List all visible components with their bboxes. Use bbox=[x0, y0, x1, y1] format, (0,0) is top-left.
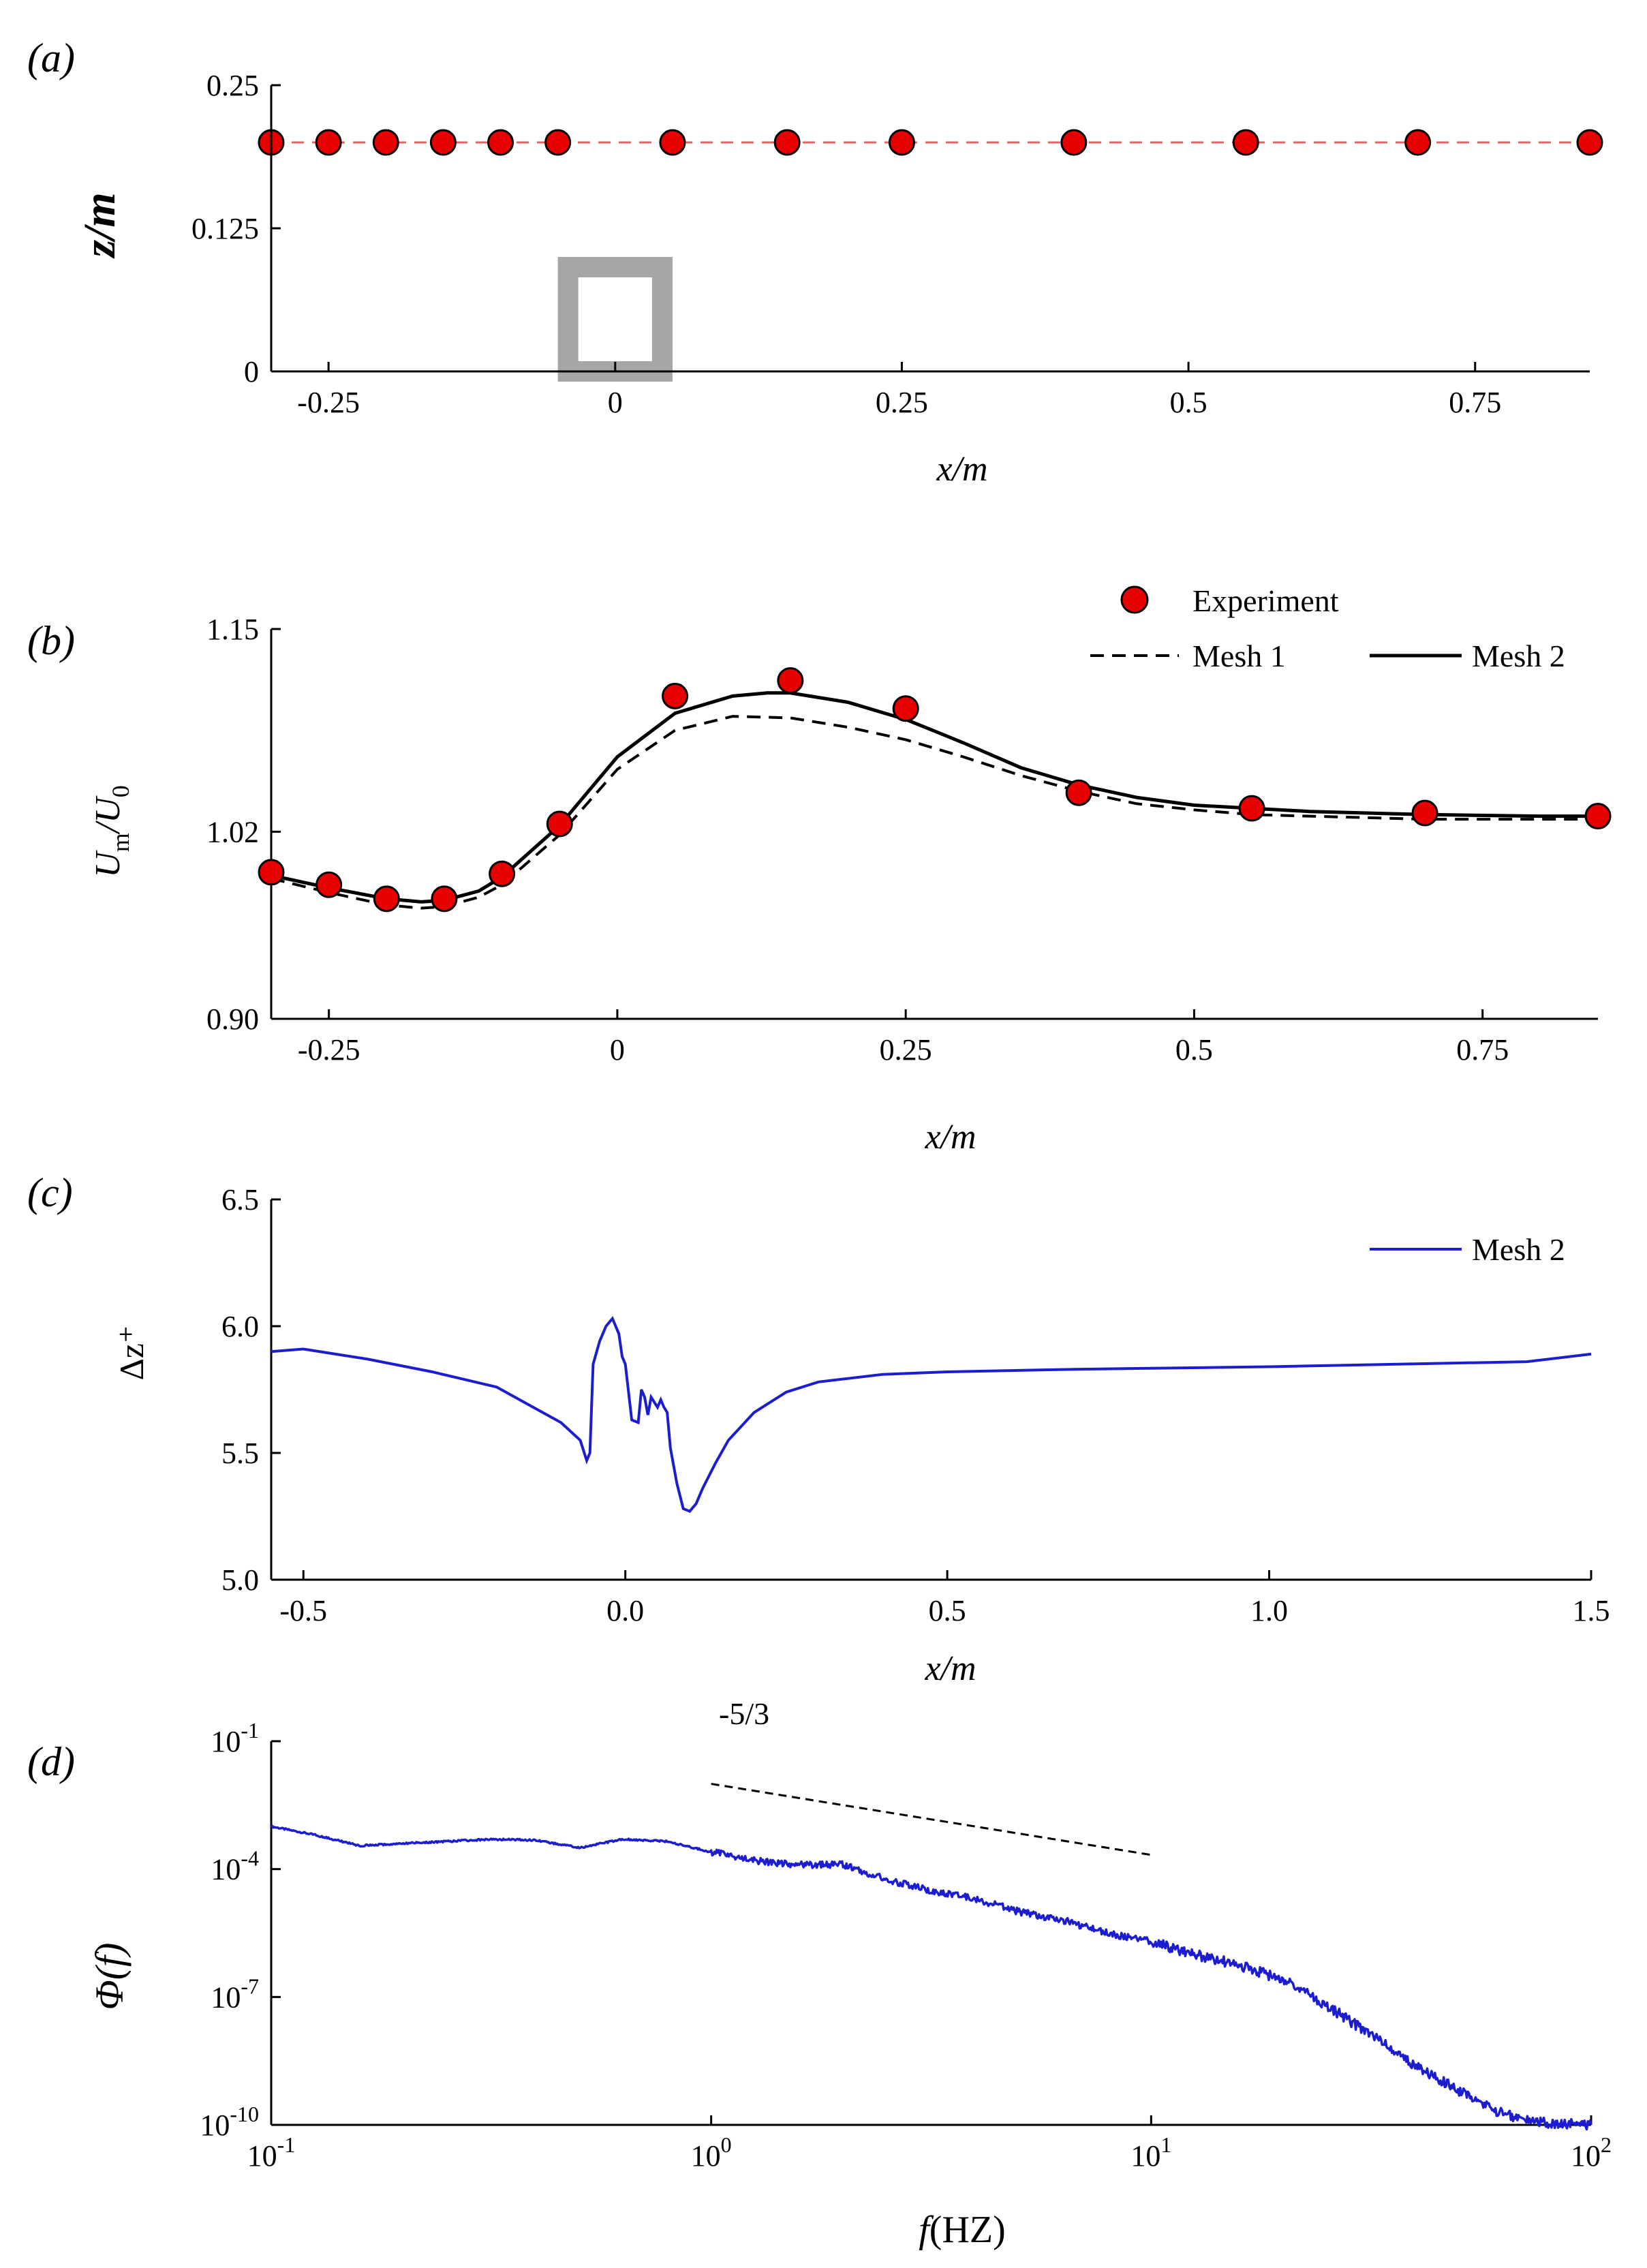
experiment-point bbox=[662, 682, 689, 709]
experiment-points bbox=[258, 667, 1612, 913]
d-ytick-label: 10-4 bbox=[211, 1846, 259, 1886]
experiment-point bbox=[315, 871, 343, 898]
panel-b-chart: -0.25 0 0.25 0.5 0.75 0.90 1.02 1.15 Experiment… bbox=[89, 583, 1612, 1156]
panel-c-xlabel: x/m bbox=[924, 1649, 976, 1688]
probe-point bbox=[1232, 129, 1259, 156]
d-ytick-label: 10-7 bbox=[211, 1974, 259, 2014]
experiment-point bbox=[546, 810, 573, 838]
d-ytick-label: 10-1 bbox=[211, 1718, 259, 1758]
experiment-point bbox=[892, 695, 919, 722]
panel-d-xlabel: f(HZ) bbox=[919, 2209, 1006, 2251]
c-xtick-label: 0.5 bbox=[929, 1594, 966, 1627]
probe-point bbox=[773, 129, 801, 156]
experiment-point bbox=[1584, 803, 1612, 830]
panel-c-axes: -0.5 0.0 0.5 1.0 1.5 5.0 5.5 6.0 6.5 bbox=[221, 1183, 1610, 1627]
experiment-point bbox=[1065, 779, 1092, 806]
probe-point bbox=[1576, 129, 1603, 156]
b-xtick-label: 0 bbox=[610, 1033, 625, 1067]
a-xtick-label: 0.25 bbox=[876, 386, 928, 419]
experiment-point bbox=[258, 859, 285, 886]
panel-c-chart: -0.5 0.0 0.5 1.0 1.55.05.56.06.5 Mesh 2 x/m … bbox=[112, 1183, 1610, 1688]
experiment-point bbox=[1411, 799, 1438, 827]
a-xtick-label: 0.5 bbox=[1170, 386, 1207, 419]
panel-c-tag: (c) bbox=[27, 1170, 73, 1215]
probe-point bbox=[544, 129, 572, 156]
b-ytick-label: 1.15 bbox=[206, 613, 259, 646]
panel-d-axes: 10-1 100 101 102 10-1 10-4 10-7 10-10 bbox=[200, 1718, 1612, 2173]
a-ytick-label: 0 bbox=[244, 355, 259, 388]
panel-a-axes: -0.25 0 0.25 0.5 0.75 0 0.125 0.25 bbox=[191, 69, 1590, 419]
b-ytick-label: 1.02 bbox=[206, 815, 259, 848]
panel-d-tag: (d) bbox=[27, 1739, 75, 1784]
legend-experiment-marker bbox=[1120, 585, 1149, 614]
probe-points bbox=[258, 129, 1603, 156]
panel-b-tag: (b) bbox=[27, 618, 75, 663]
mesh2-dz-line bbox=[271, 1316, 1592, 1513]
probe-point bbox=[888, 129, 915, 156]
c-ytick-label: 6.0 bbox=[221, 1310, 259, 1343]
panel-a-xlabel: x/m bbox=[936, 450, 987, 489]
c-xtick-label: 1.0 bbox=[1250, 1594, 1288, 1627]
legend-mesh2-label-c: Mesh 2 bbox=[1472, 1232, 1565, 1267]
b-xtick-label: 0.75 bbox=[1456, 1033, 1509, 1067]
c-xtick-label: 0.0 bbox=[606, 1594, 644, 1627]
panel-d-chart: 10-1 100 101 102 10-1 10-4 10-7 10-10 -5/3 f(HZ… bbox=[87, 1696, 1612, 2251]
c-xtick-label: -0.5 bbox=[279, 1594, 327, 1627]
probe-point bbox=[659, 129, 686, 156]
probe-point bbox=[372, 129, 399, 156]
probe-point bbox=[487, 129, 514, 156]
c-ytick-label: 5.0 bbox=[221, 1563, 259, 1597]
b-xtick-label: 0.5 bbox=[1175, 1033, 1213, 1067]
b-xtick-label: -0.25 bbox=[298, 1033, 360, 1067]
probe-point bbox=[429, 129, 457, 156]
slope-reference-line bbox=[711, 1783, 1152, 1856]
probe-point bbox=[315, 129, 342, 156]
experiment-point bbox=[373, 885, 400, 913]
a-xtick-label: -0.25 bbox=[297, 386, 360, 419]
c-xtick-label: 1.5 bbox=[1573, 1594, 1610, 1627]
panel-b-ylabel: Um/U0 bbox=[89, 785, 134, 878]
spectrum-line bbox=[270, 1824, 1592, 2131]
legend-mesh1-label: Mesh 1 bbox=[1192, 639, 1286, 673]
experiment-point bbox=[1238, 795, 1265, 822]
panel-a-ylabel: z/m bbox=[75, 192, 125, 258]
experiment-point bbox=[777, 667, 804, 694]
experiment-point bbox=[431, 885, 458, 913]
probe-point bbox=[1404, 129, 1432, 156]
slope-annotation: -5/3 bbox=[719, 1696, 769, 1731]
a-ytick-label: 0.125 bbox=[191, 212, 259, 245]
b-ytick-label: 0.90 bbox=[206, 1002, 259, 1036]
d-xtick-label: 102 bbox=[1571, 2132, 1612, 2173]
panel-a-chart: -0.25 0 0.25 0.5 0.75 0 0.125 0.25 x/m z/m bbox=[75, 69, 1603, 489]
d-xtick-label: 10-1 bbox=[247, 2132, 296, 2173]
d-ytick-label: 10-10 bbox=[200, 2102, 259, 2142]
cube-obstacle bbox=[557, 257, 673, 382]
panel-a-tag: (a) bbox=[27, 35, 75, 80]
panel-b-xlabel: x/m bbox=[924, 1118, 976, 1156]
a-xtick-label: 0.75 bbox=[1449, 386, 1501, 419]
b-xtick-label: 0.25 bbox=[880, 1033, 932, 1067]
d-xtick-label: 101 bbox=[1130, 2132, 1171, 2173]
experiment-point bbox=[489, 860, 516, 887]
legend-experiment-label: Experiment bbox=[1192, 583, 1339, 618]
a-ytick-label: 0.25 bbox=[206, 69, 259, 102]
mesh2-line bbox=[271, 691, 1598, 904]
probe-point bbox=[1060, 129, 1088, 156]
panel-b-axes: -0.25 0 0.25 0.5 0.75 0.90 1.02 1.15 bbox=[206, 613, 1598, 1067]
c-ytick-label: 5.5 bbox=[221, 1437, 259, 1470]
a-xtick-label: 0 bbox=[608, 386, 623, 419]
c-ytick-label: 6.5 bbox=[221, 1183, 259, 1216]
legend-mesh2-label: Mesh 2 bbox=[1472, 639, 1565, 673]
panel-d-ylabel: Φ(f) bbox=[87, 1943, 132, 2010]
d-xtick-label: 100 bbox=[691, 2132, 732, 2173]
panel-c-ylabel: Δz⁺ bbox=[112, 1325, 151, 1381]
